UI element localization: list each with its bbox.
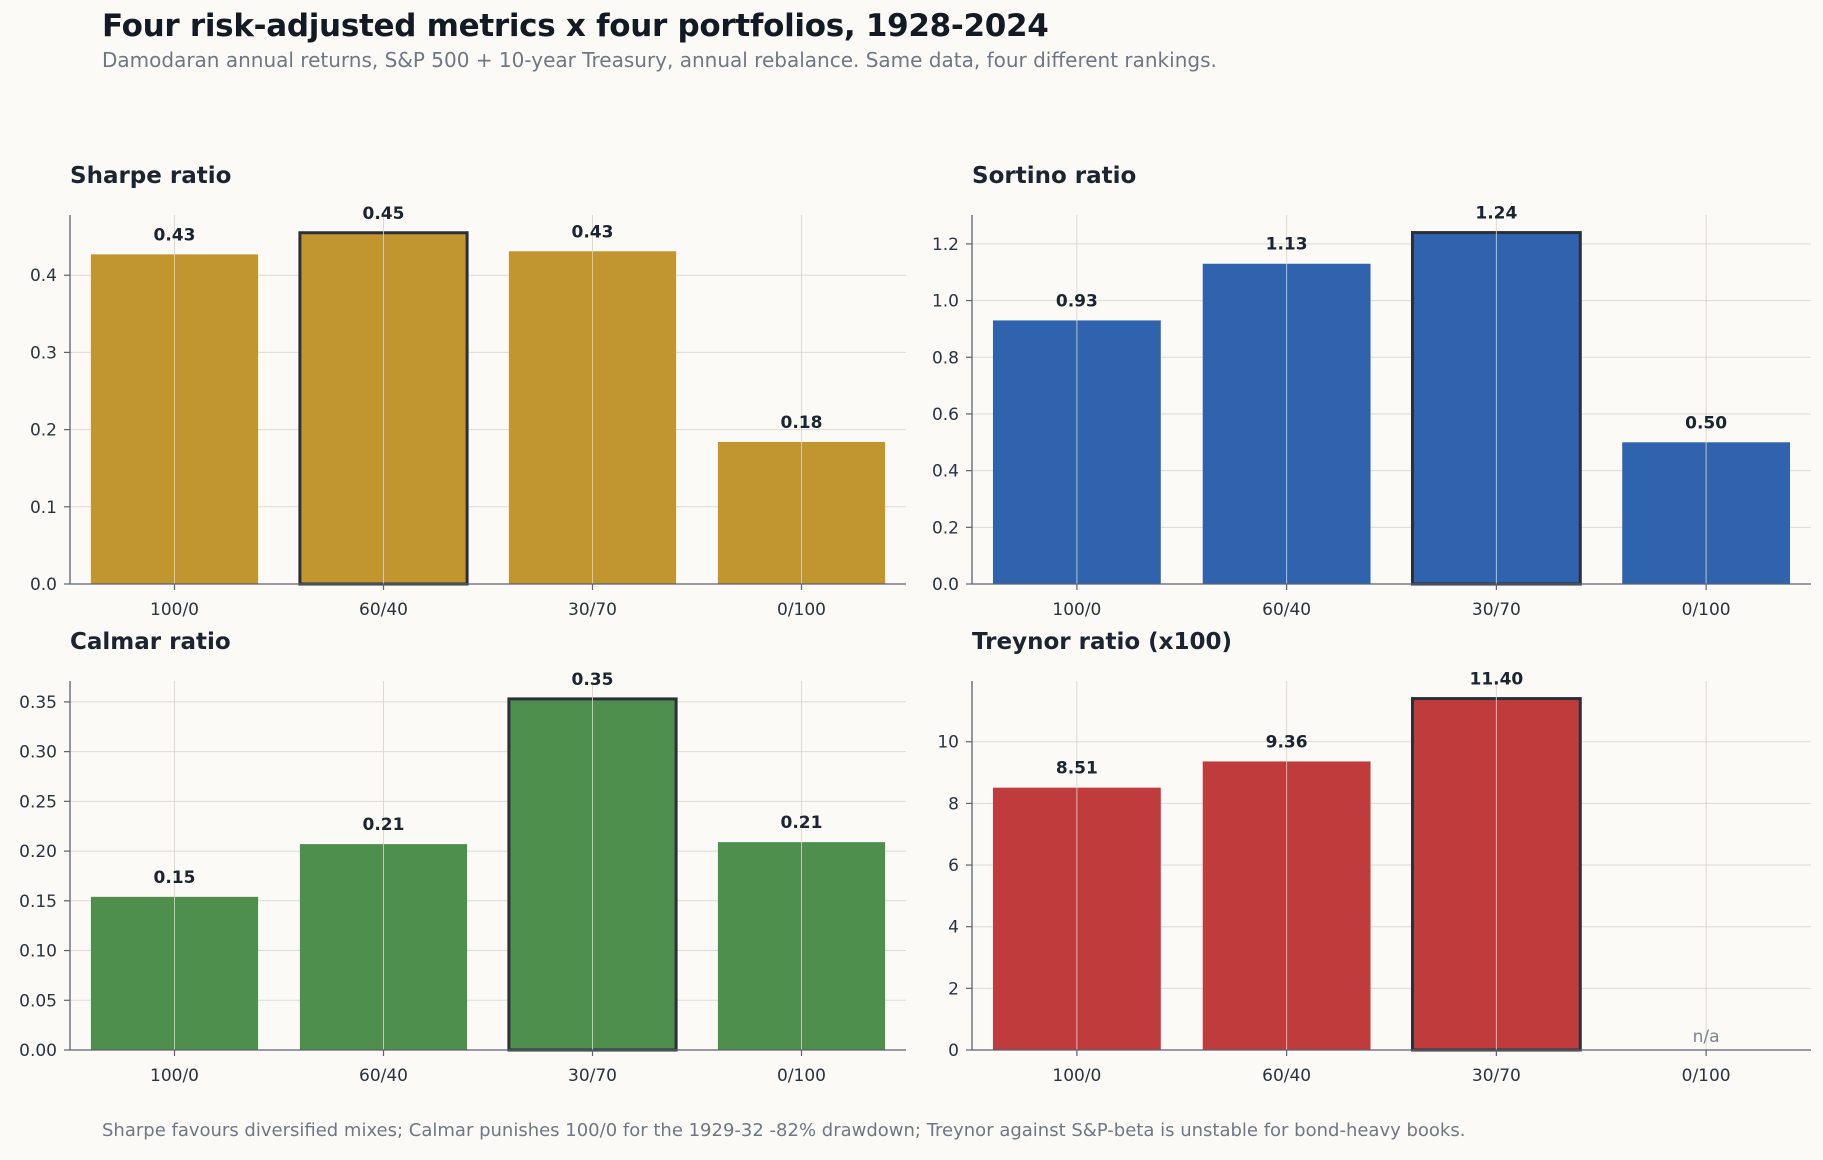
y-tick-label: 0.4 <box>30 266 57 286</box>
x-tick-label: 60/40 <box>359 1066 408 1086</box>
value-label: 0.35 <box>572 670 614 690</box>
value-label: 1.13 <box>1266 235 1308 255</box>
figure-footnote: Sharpe favours diversified mixes; Calmar… <box>102 1120 1466 1141</box>
value-label: 0.43 <box>154 225 196 245</box>
y-tick-label: 0.0 <box>932 575 959 595</box>
chart-panel-sortino-ratio: 0.93 1.13 1.24 0.50 0.0 0.2 0.4 0.6 0.8 1.0 1.2 100… <box>932 163 1811 620</box>
chart-panel-treynor-ratio-x100: 8.51 9.36 11.40 n/a 0 2 4 6 8 10 100/0 60/40 30/70 0/… <box>937 629 1811 1086</box>
x-tick-label: 30/70 <box>568 600 617 620</box>
x-tick-label: 100/0 <box>1052 1066 1101 1086</box>
x-tick-label: 0/100 <box>1682 600 1731 620</box>
value-label: 0.21 <box>781 813 823 833</box>
x-tick-label: 100/0 <box>150 600 199 620</box>
y-tick-label: 2 <box>948 979 959 999</box>
y-tick-label: 0.35 <box>19 693 57 713</box>
value-label: 0.43 <box>572 222 614 242</box>
value-label: 9.36 <box>1266 732 1308 752</box>
value-label: 11.40 <box>1469 670 1523 690</box>
x-tick-label: 30/70 <box>1472 600 1521 620</box>
value-label: 0.15 <box>154 868 196 888</box>
y-tick-label: 0.20 <box>19 842 57 862</box>
figure-title: Four risk-adjusted metrics x four portfo… <box>102 8 1049 44</box>
y-tick-label: 0.4 <box>932 462 959 482</box>
panel-title: Sortino ratio <box>972 163 1136 189</box>
y-tick-label: 0.8 <box>932 348 959 368</box>
value-label: 0.93 <box>1056 291 1098 311</box>
value-label: 8.51 <box>1056 759 1098 779</box>
y-tick-label: 0.3 <box>30 343 57 363</box>
x-tick-label: 60/40 <box>359 600 408 620</box>
x-tick-label: 0/100 <box>1682 1066 1731 1086</box>
y-tick-label: 1.0 <box>932 292 959 312</box>
y-tick-label: 6 <box>948 856 959 876</box>
x-tick-label: 30/70 <box>568 1066 617 1086</box>
y-tick-label: 0 <box>948 1041 959 1061</box>
x-tick-label: 100/0 <box>1052 600 1101 620</box>
y-tick-label: 0.05 <box>19 991 57 1011</box>
value-label: n/a <box>1693 1027 1720 1047</box>
panel-title: Sharpe ratio <box>70 163 231 189</box>
value-label: 0.50 <box>1685 413 1727 433</box>
y-tick-label: 0.30 <box>19 743 57 763</box>
panel-title: Treynor ratio (x100) <box>972 629 1232 655</box>
y-tick-label: 0.6 <box>932 405 959 425</box>
x-tick-label: 0/100 <box>777 1066 826 1086</box>
y-tick-label: 10 <box>937 733 959 753</box>
value-label: 0.21 <box>363 815 405 835</box>
x-tick-label: 100/0 <box>150 1066 199 1086</box>
y-tick-label: 0.00 <box>19 1041 57 1061</box>
y-tick-label: 0.15 <box>19 892 57 912</box>
chart-panel-sharpe-ratio: 0.43 0.45 0.43 0.18 0.0 0.1 0.2 0.3 0.4 100/0 60/4… <box>30 163 906 620</box>
y-tick-label: 1.2 <box>932 235 959 255</box>
value-label: 0.18 <box>781 413 823 433</box>
value-label: 1.24 <box>1475 204 1517 224</box>
figure-subtitle: Damodaran annual returns, S&P 500 + 10-y… <box>102 48 1217 72</box>
panel-title: Calmar ratio <box>70 629 231 655</box>
chart-panel-calmar-ratio: 0.15 0.21 0.35 0.21 0.00 0.05 0.10 0.15 0.20 0.25… <box>19 629 906 1086</box>
y-tick-label: 8 <box>948 794 959 814</box>
y-tick-label: 0.25 <box>19 792 57 812</box>
x-tick-label: 60/40 <box>1262 600 1311 620</box>
x-tick-label: 60/40 <box>1262 1066 1311 1086</box>
y-tick-label: 0.0 <box>30 575 57 595</box>
y-tick-label: 4 <box>948 918 959 938</box>
x-tick-label: 30/70 <box>1472 1066 1521 1086</box>
x-tick-label: 0/100 <box>777 600 826 620</box>
y-tick-label: 0.2 <box>932 518 959 538</box>
y-tick-label: 0.1 <box>30 498 57 518</box>
y-tick-label: 0.10 <box>19 942 57 962</box>
y-tick-label: 0.2 <box>30 421 57 441</box>
value-label: 0.45 <box>363 204 405 224</box>
